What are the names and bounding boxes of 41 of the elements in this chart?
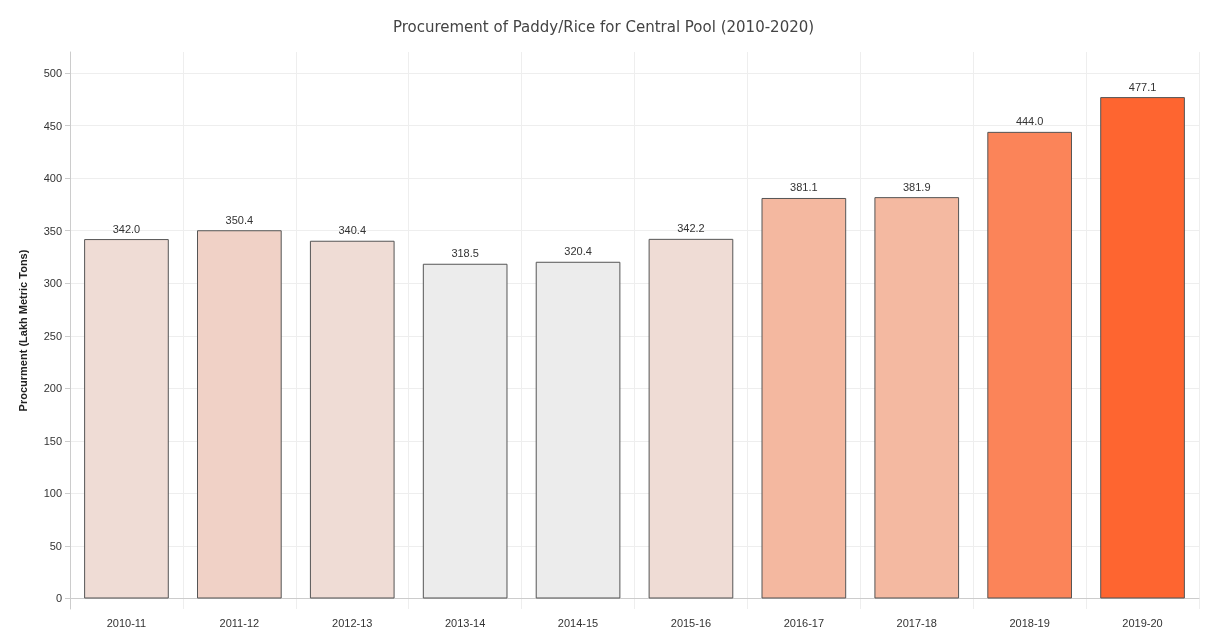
bar <box>761 197 847 599</box>
y-tick-label: 300 <box>43 277 62 290</box>
x-tick-label: 2015-16 <box>670 616 712 629</box>
data-label: 381.1 <box>790 181 818 194</box>
y-tick-label: 450 <box>43 119 62 132</box>
data-label: 444.0 <box>1015 115 1044 128</box>
x-tick-label: 2012-13 <box>332 616 373 629</box>
chart-title: Procurement of Paddy/Rice for Central Pool (2010-2020) <box>392 17 815 36</box>
data-label: 342.2 <box>677 222 705 235</box>
data-label: 320.4 <box>564 245 592 258</box>
bar <box>197 230 282 599</box>
data-label: 340.4 <box>338 224 367 237</box>
bar <box>1100 97 1185 599</box>
y-tick-label: 150 <box>43 434 62 447</box>
x-tick-label: 2017-18 <box>896 616 937 629</box>
data-label: 477.1 <box>1128 80 1157 93</box>
data-label: 342.0 <box>112 222 141 235</box>
x-tick-label: 2011-12 <box>219 616 260 629</box>
x-tick-label: 2018-19 <box>1009 616 1050 629</box>
y-tick-label: 50 <box>49 539 62 552</box>
y-tick-label: 400 <box>43 172 62 185</box>
y-tick-label: 250 <box>43 329 62 342</box>
bar <box>84 239 169 599</box>
y-axis-title: Procurment (Lakh Metric Tons) <box>16 249 29 412</box>
data-label: 318.5 <box>451 247 479 260</box>
y-tick-label: 100 <box>43 487 62 500</box>
y-tick-label: 0 <box>55 592 62 605</box>
x-tick-label: 2013-14 <box>444 616 486 629</box>
x-tick-label: 2014-15 <box>557 616 599 629</box>
y-tick-label: 500 <box>43 67 62 80</box>
y-tick-label: 350 <box>43 224 62 237</box>
bar <box>309 240 395 599</box>
y-tick-label: 200 <box>43 382 62 395</box>
x-tick-label: 2016-17 <box>783 616 825 629</box>
x-tick-label: 2010-11 <box>106 616 147 629</box>
bar <box>874 197 960 599</box>
bar <box>648 238 734 599</box>
data-label: 350.4 <box>225 213 254 226</box>
x-tick-label: 2019-20 <box>1122 616 1163 629</box>
data-label: 381.9 <box>902 180 931 193</box>
bar <box>987 131 1072 599</box>
